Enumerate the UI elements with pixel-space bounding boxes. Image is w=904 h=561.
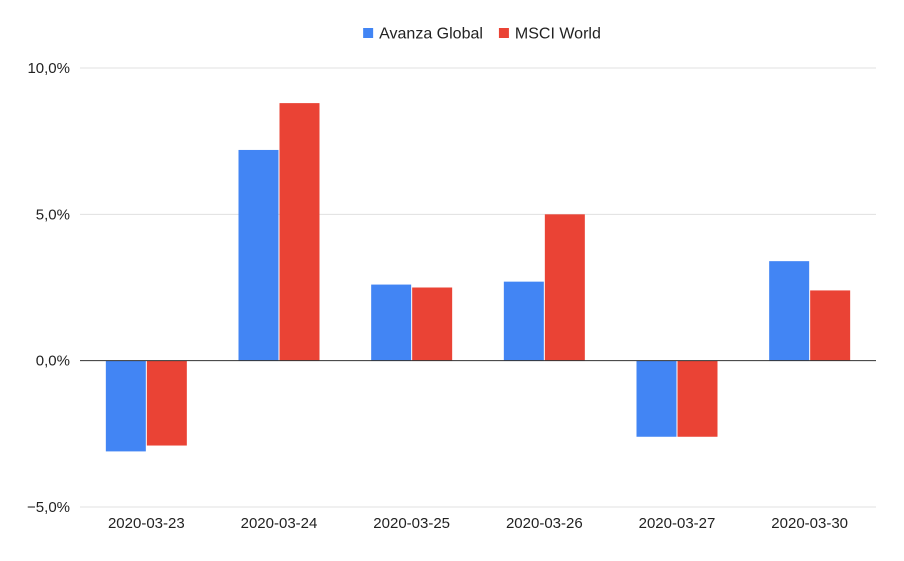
legend: Avanza Global MSCI World [363,26,601,43]
legend-item-msci-world[interactable]: MSCI World [498,26,601,43]
legend-label: MSCI World [515,26,601,43]
y-tick-label: 10,0% [27,60,70,77]
x-tick-label: 2020-03-27 [639,515,716,532]
bar-layer [105,103,851,452]
legend-label: Avanza Global [379,26,483,43]
x-tick-label: 2020-03-26 [506,515,583,532]
bar-avanza-global-2020-03-30[interactable] [769,261,810,361]
bar-msci-world-2020-03-26[interactable] [544,214,585,361]
legend-swatch [498,28,509,38]
legend-swatch [363,28,374,38]
bar-msci-world-2020-03-24[interactable] [279,103,320,361]
bar-avanza-global-2020-03-27[interactable] [636,360,677,437]
y-tick-label: 0,0% [36,353,70,370]
bar-msci-world-2020-03-27[interactable] [677,360,718,437]
bar-avanza-global-2020-03-24[interactable] [238,149,279,361]
x-tick-label: 2020-03-23 [108,515,185,532]
x-tick-label: 2020-03-30 [771,515,848,532]
bar-msci-world-2020-03-30[interactable] [810,290,851,361]
y-tick-label: −5,0% [27,499,70,516]
x-tick-label: 2020-03-25 [373,515,450,532]
bar-avanza-global-2020-03-26[interactable] [503,281,544,361]
bar-avanza-global-2020-03-25[interactable] [371,284,412,361]
x-tick-label: 2020-03-24 [241,515,318,532]
bar-avanza-global-2020-03-23[interactable] [105,360,146,452]
grid-layer [80,67,876,508]
axis-layer: −5,0% 0,0% 5,0% 10,0% 2020-03-23 2020-03-24 20… [27,60,876,532]
legend-item-avanza-global[interactable]: Avanza Global [363,26,483,43]
bar-msci-world-2020-03-25[interactable] [412,287,453,361]
y-tick-label: 5,0% [36,206,70,223]
bar-msci-world-2020-03-23[interactable] [146,360,187,446]
